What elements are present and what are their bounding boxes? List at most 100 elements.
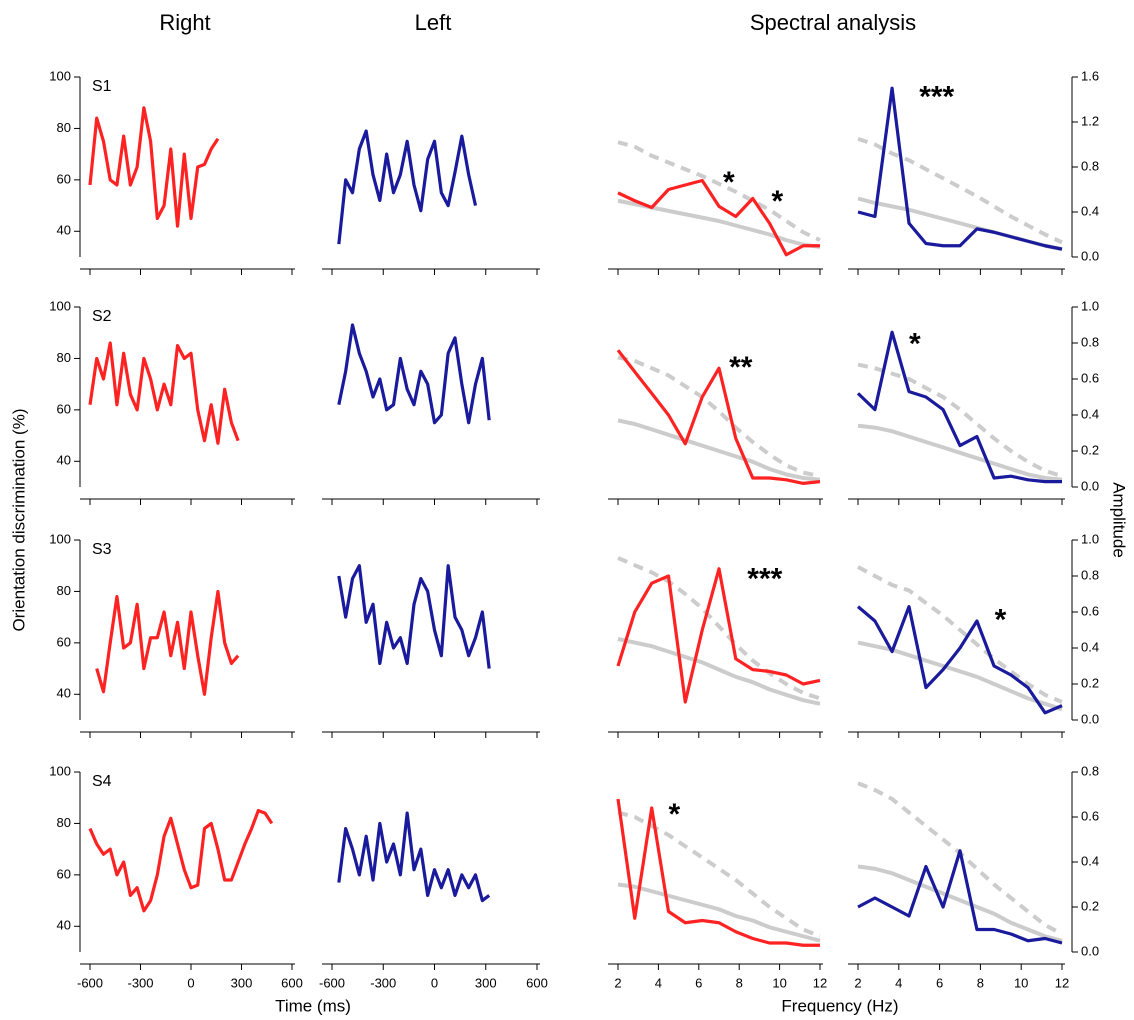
y-axis-title: Orientation discrimination (%) bbox=[9, 409, 28, 632]
data-line bbox=[857, 849, 1063, 945]
y-tick-label: 0.2 bbox=[1081, 675, 1099, 690]
y-tick-label: 40 bbox=[57, 223, 71, 238]
y-tick-label: 0.8 bbox=[1081, 158, 1099, 173]
y-tick-label: 60 bbox=[57, 401, 71, 416]
y-tick-label: 40 bbox=[57, 686, 71, 701]
y-tick-label: 80 bbox=[57, 120, 71, 135]
y-tick-label: 0.0 bbox=[1081, 478, 1099, 493]
y-tick-label: 100 bbox=[49, 298, 71, 313]
reference-line bbox=[857, 136, 1063, 245]
y-tick-label: 60 bbox=[57, 634, 71, 649]
x-tick-label: -300 bbox=[127, 975, 153, 990]
y-tick-label: 0.8 bbox=[1081, 763, 1099, 778]
significance-star: ** bbox=[729, 351, 753, 384]
row-label: S2 bbox=[92, 308, 112, 325]
significance-star: * bbox=[772, 185, 784, 218]
significance-star: *** bbox=[747, 562, 782, 595]
x-axis-title: Time (ms) bbox=[275, 996, 351, 1015]
y-tick-label: 80 bbox=[57, 583, 71, 598]
x-axis-title: Frequency (Hz) bbox=[781, 996, 898, 1015]
y-tick-label: 1.2 bbox=[1081, 113, 1099, 128]
significance-star: * bbox=[723, 166, 735, 199]
x-tick-label: 4 bbox=[655, 975, 662, 990]
x-tick-label: 300 bbox=[475, 975, 497, 990]
data-line bbox=[337, 129, 478, 245]
reference-line bbox=[857, 781, 1063, 936]
data-line bbox=[616, 567, 821, 704]
data-line bbox=[337, 811, 491, 903]
row-label: S1 bbox=[92, 78, 112, 95]
data-line bbox=[856, 330, 1062, 484]
reference-line bbox=[617, 355, 821, 479]
data-line bbox=[88, 341, 240, 445]
reference-line bbox=[617, 810, 821, 939]
data-line bbox=[337, 564, 491, 669]
significance-star: *** bbox=[919, 80, 954, 113]
y-tick-label: 0.4 bbox=[1081, 203, 1099, 218]
y-tick-label: 0.8 bbox=[1081, 334, 1099, 349]
y2-axis-title: Amplitude bbox=[1110, 482, 1129, 558]
x-tick-label: 12 bbox=[813, 975, 827, 990]
y-tick-label: 100 bbox=[49, 763, 71, 778]
x-tick-label: 6 bbox=[695, 975, 702, 990]
data-line bbox=[617, 178, 820, 257]
y-tick-label: 0.6 bbox=[1081, 808, 1099, 823]
y-tick-label: 0.4 bbox=[1081, 406, 1099, 421]
data-line bbox=[337, 323, 491, 425]
x-tick-label: 6 bbox=[936, 975, 943, 990]
significance-star: * bbox=[669, 798, 681, 831]
reference-line bbox=[857, 864, 1063, 943]
x-tick-label: 8 bbox=[736, 975, 743, 990]
y-tick-label: 0.0 bbox=[1081, 248, 1099, 263]
x-tick-label: 2 bbox=[614, 975, 621, 990]
x-tick-label: 10 bbox=[1014, 975, 1028, 990]
data-line bbox=[95, 589, 240, 696]
x-tick-label: 0 bbox=[187, 975, 194, 990]
x-tick-label: 600 bbox=[281, 975, 303, 990]
x-tick-label: -300 bbox=[370, 975, 396, 990]
x-tick-label: -600 bbox=[77, 975, 103, 990]
reference-line bbox=[857, 423, 1063, 482]
y-tick-label: 0.2 bbox=[1081, 898, 1099, 913]
reference-line bbox=[857, 565, 1063, 704]
x-tick-label: 0 bbox=[431, 975, 438, 990]
x-tick-label: 12 bbox=[1055, 975, 1069, 990]
column-title: Left bbox=[415, 10, 452, 35]
x-tick-label: 2 bbox=[854, 975, 861, 990]
reference-line bbox=[617, 637, 821, 706]
y-tick-label: 40 bbox=[57, 918, 71, 933]
x-tick-label: 8 bbox=[977, 975, 984, 990]
reference-line bbox=[617, 418, 821, 482]
y-tick-label: 60 bbox=[57, 866, 71, 881]
reference-line bbox=[617, 556, 821, 701]
y-tick-label: 40 bbox=[57, 453, 71, 468]
y-tick-label: 60 bbox=[57, 171, 71, 186]
y-tick-label: 0.8 bbox=[1081, 567, 1099, 582]
y-tick-label: 100 bbox=[49, 531, 71, 546]
y-tick-label: 0.4 bbox=[1081, 853, 1099, 868]
data-line bbox=[88, 808, 274, 913]
y-tick-label: 0.0 bbox=[1081, 711, 1099, 726]
x-tick-label: -600 bbox=[319, 975, 345, 990]
reference-line bbox=[857, 640, 1063, 712]
data-line bbox=[857, 86, 1063, 251]
y-tick-label: 80 bbox=[57, 815, 71, 830]
reference-line bbox=[617, 140, 821, 242]
data-line bbox=[856, 604, 1063, 715]
significance-star: * bbox=[995, 604, 1007, 637]
y-tick-label: 1.0 bbox=[1081, 298, 1099, 313]
y-tick-label: 1.6 bbox=[1081, 68, 1099, 83]
x-tick-label: 10 bbox=[772, 975, 786, 990]
data-line bbox=[88, 106, 220, 228]
reference-line bbox=[617, 882, 821, 943]
y-tick-label: 100 bbox=[49, 68, 71, 83]
y-tick-label: 1.0 bbox=[1081, 531, 1099, 546]
column-title: Spectral analysis bbox=[750, 10, 916, 35]
y-tick-label: 0.0 bbox=[1081, 943, 1099, 958]
column-title: Right bbox=[159, 10, 210, 35]
data-line bbox=[616, 349, 821, 485]
y-tick-label: 0.6 bbox=[1081, 370, 1099, 385]
x-tick-label: 600 bbox=[526, 975, 548, 990]
x-tick-label: 4 bbox=[895, 975, 902, 990]
